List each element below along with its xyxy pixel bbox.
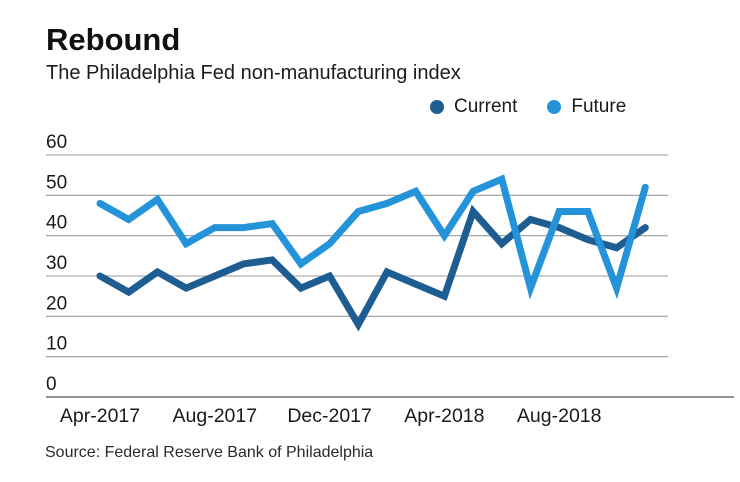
x-tick-label: Aug-2017: [173, 405, 258, 427]
y-tick-label: 40: [46, 213, 67, 234]
legend-label: Current: [454, 96, 518, 117]
chart-subtitle: The Philadelphia Fed non-manufacturing i…: [46, 62, 461, 84]
legend-item-current: Current: [430, 96, 517, 118]
legend-item-future: Future: [547, 96, 626, 118]
chart-title: Rebound: [46, 22, 181, 57]
legend-label: Future: [571, 96, 627, 117]
x-tick-label: Aug-2018: [517, 405, 602, 427]
series-line-future: [96, 174, 649, 300]
y-tick-label: 50: [46, 172, 67, 193]
y-tick-label: 30: [46, 253, 67, 274]
x-tick-label: Apr-2018: [404, 405, 484, 427]
x-tick-label: Dec-2017: [287, 405, 372, 427]
legend-dot-future-icon: [547, 100, 562, 114]
y-tick-label: 10: [46, 334, 67, 355]
series-line-current: [96, 204, 649, 332]
y-tick-label: 0: [46, 374, 57, 395]
y-tick-label: 60: [46, 132, 67, 153]
legend: Current Future: [430, 96, 626, 118]
x-tick-label: Apr-2017: [60, 405, 140, 427]
source-attribution: Source: Federal Reserve Bank of Philadel…: [45, 444, 374, 461]
legend-dot-current-icon: [430, 100, 444, 114]
y-tick-label: 20: [46, 293, 67, 314]
